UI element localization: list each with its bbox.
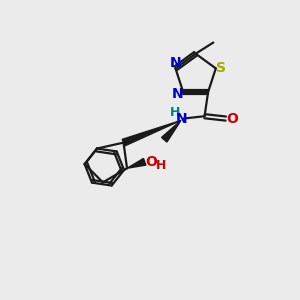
Text: S: S (216, 61, 226, 75)
Polygon shape (122, 121, 180, 146)
Text: N: N (172, 86, 184, 100)
Text: H: H (170, 106, 180, 119)
Text: O: O (226, 112, 238, 126)
Polygon shape (127, 158, 146, 168)
Text: N: N (170, 56, 181, 70)
Text: N: N (176, 112, 188, 126)
Text: O: O (145, 155, 157, 169)
Text: H: H (155, 159, 166, 172)
Polygon shape (162, 120, 181, 142)
